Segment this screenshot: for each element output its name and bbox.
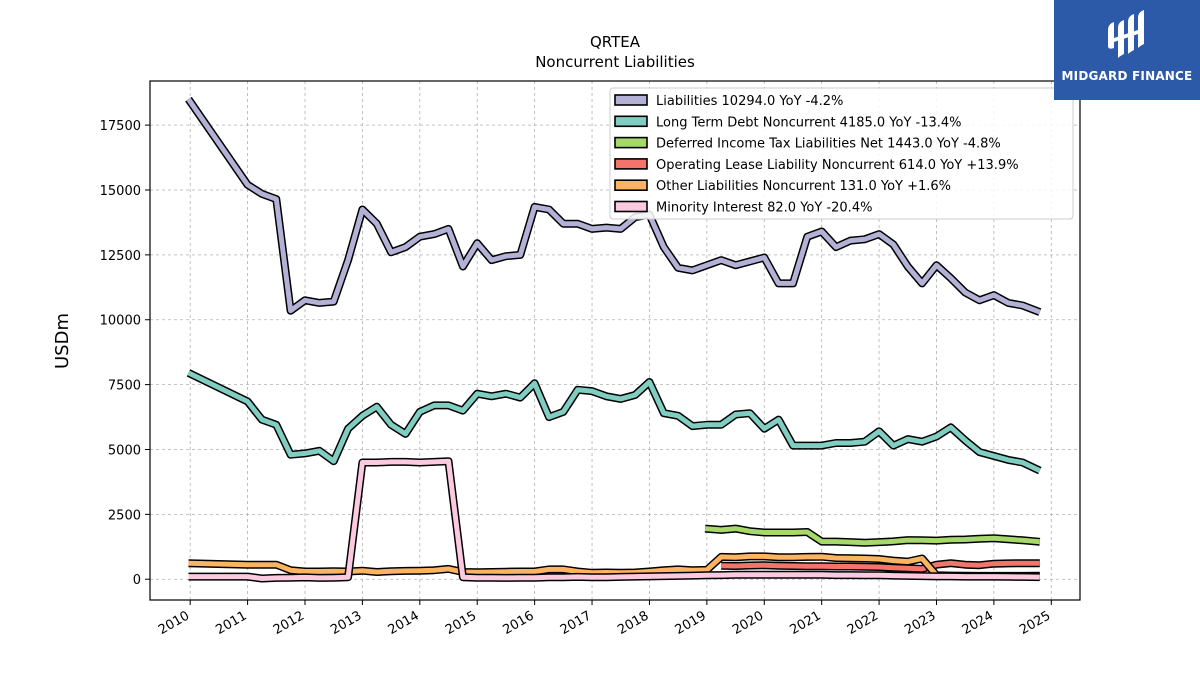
x-tick-label: 2023: [902, 608, 938, 638]
x-tick-label: 2021: [788, 608, 824, 638]
x-tick-label: 2014: [386, 608, 422, 638]
legend-label-3: Deferred Income Tax Liabilities Net 1443…: [656, 137, 1001, 152]
legend-swatch-2: [614, 115, 648, 128]
series-line-4: [721, 560, 1040, 572]
plot-frame: [149, 80, 1081, 601]
y-axis-label: USDm: [52, 313, 73, 369]
x-tick-label: 2012: [271, 608, 307, 638]
legend-box: [609, 87, 1074, 220]
x-tick-label: 2020: [730, 608, 766, 638]
logo-mark-icon: [1108, 10, 1144, 58]
legend-label-5: Other Liabilities Noncurrent 131.0 YoY +…: [656, 179, 951, 194]
x-ticks: 2010 2011 2012 2013 2014 2015 2016 2017 2018 2019…: [156, 600, 1053, 638]
x-tick-label: 2018: [615, 608, 651, 638]
y-tick-label: 0: [133, 573, 141, 588]
x-tick-label: 2015: [443, 608, 479, 638]
legend-swatch-1: [614, 94, 648, 106]
legend-label-6: Minority Interest 82.0 YoY -20.4%: [656, 201, 872, 216]
y-tick-label: 7500: [108, 379, 141, 394]
x-tick-label: 2016: [500, 608, 536, 638]
y-tick-label: 17500: [100, 119, 141, 134]
chart-title: QRTEA: [590, 33, 641, 51]
x-tick-label: 2022: [845, 608, 881, 638]
series-line-2: [187, 370, 1041, 473]
y-tick-label: 10000: [100, 314, 141, 329]
series-line-3: [704, 526, 1041, 546]
chart-subtitle: Noncurrent Liabilities: [535, 53, 695, 71]
series-line-5: [188, 553, 1040, 579]
legend-label-4: Operating Lease Liability Noncurrent 614…: [656, 158, 1019, 173]
y-tick-label: 5000: [108, 443, 141, 458]
legend-label-1: Liabilities 10294.0 YoY -4.2%: [656, 94, 843, 109]
x-tick-label: 2025: [1017, 608, 1053, 638]
y-tick-label: 2500: [108, 508, 141, 523]
x-tick-label: 2013: [328, 608, 364, 638]
logo-text: MIDGARD FINANCE: [1061, 69, 1193, 83]
legend: Liabilities 10294.0 YoY -4.2% Long Term D…: [609, 87, 1074, 220]
series-line-6: [188, 458, 1040, 581]
legend-swatch-4: [614, 158, 648, 170]
legend-label-2: Long Term Debt Noncurrent 4185.0 YoY -13…: [656, 115, 962, 130]
y-tick-label: 15000: [100, 184, 141, 199]
x-tick-label: 2017: [558, 608, 594, 638]
y-tick-label: 12500: [100, 249, 141, 264]
brand-logo: MIDGARD FINANCE: [1054, 0, 1200, 100]
y-ticks: 0 2500 5000 7500 10000 12500 15000 17500: [100, 119, 150, 588]
legend-swatch-3: [614, 136, 648, 149]
x-tick-label: 2024: [960, 608, 996, 638]
legend-swatch-5: [614, 179, 648, 191]
x-tick-label: 2019: [673, 608, 709, 638]
x-tick-label: 2011: [213, 608, 249, 638]
series-outline-2: [186, 369, 1042, 475]
x-tick-label: 2010: [156, 608, 192, 638]
legend-swatch-6: [614, 200, 648, 213]
